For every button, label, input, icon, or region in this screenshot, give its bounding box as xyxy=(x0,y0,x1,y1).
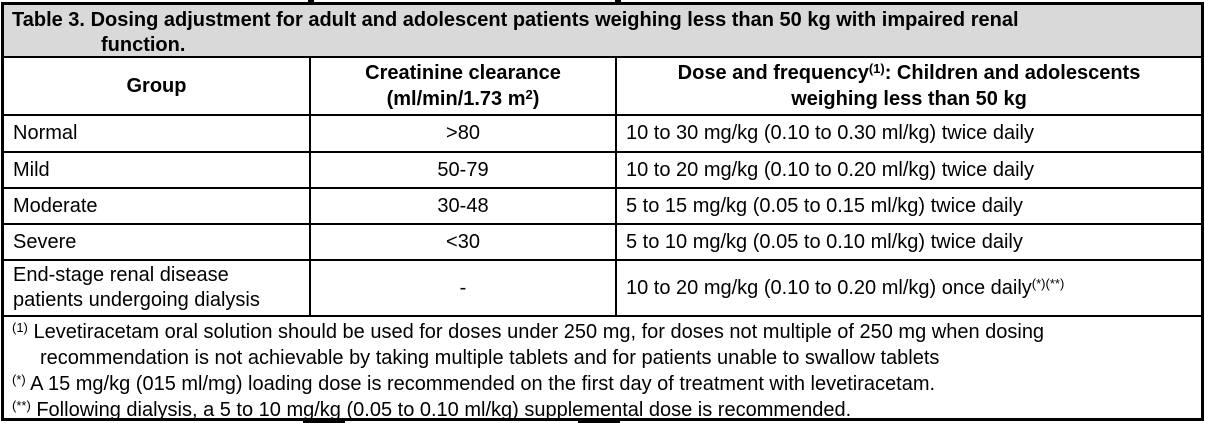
table-row-moderate: Moderate 30-48 5 to 15 mg/kg (0.05 to 0.… xyxy=(3,187,1202,225)
group-cell: End-stage renal disease patients undergo… xyxy=(3,259,311,316)
dose-cell: 5 to 10 mg/kg (0.05 to 0.10 ml/kg) twice… xyxy=(615,223,1202,261)
table-title-line1: Table 3. Dosing adjustment for adult and… xyxy=(12,8,1193,33)
table-row-mild: Mild 50-79 10 to 20 mg/kg (0.10 to 0.20 … xyxy=(3,151,1202,189)
group-cell: Mild xyxy=(3,151,311,189)
footnote-1-continuation: recommendation is not achievable by taki… xyxy=(40,347,940,369)
footnote-1: (1) Levetiracetam oral solution should b… xyxy=(12,319,1193,371)
clearance-cell: - xyxy=(309,259,617,316)
header-row: Group Creatinine clearance (ml/min/1.73 … xyxy=(3,57,1202,116)
footnote-star-marker: (*) xyxy=(12,372,26,387)
crop-artifact-top-right xyxy=(615,0,621,2)
crop-artifact-bottom-left xyxy=(303,421,345,423)
table-title: Table 3. Dosing adjustment for adult and… xyxy=(4,5,1201,58)
header-cell-group: Group xyxy=(3,57,311,116)
header-cell-dose: Dose and frequency(1): Children and adol… xyxy=(615,57,1202,116)
dose-cell: 10 to 30 mg/kg (0.10 to 0.30 ml/kg) twic… xyxy=(615,114,1202,153)
superscript-2: 2 xyxy=(525,87,533,102)
table-row-end-stage: End-stage renal disease patients undergo… xyxy=(3,259,1202,316)
footnote-double-star-marker: (**) xyxy=(12,398,31,413)
footnote-ref-stars: (*)(**) xyxy=(1031,275,1065,291)
header-cell-clearance: Creatinine clearance (ml/min/1.73 m2) xyxy=(309,57,617,116)
footnote-star: (*) A 15 mg/kg (015 ml/mg) loading dose … xyxy=(12,372,936,395)
table-row-severe: Severe <30 5 to 10 mg/kg (0.05 to 0.10 m… xyxy=(3,223,1202,261)
table-number-label: Table 3. xyxy=(12,9,85,31)
dosing-table: Group Creatinine clearance (ml/min/1.73 … xyxy=(3,57,1202,316)
dose-cell: 10 to 20 mg/kg (0.10 to 0.20 ml/kg) twic… xyxy=(615,151,1202,189)
clearance-cell: >80 xyxy=(309,114,617,153)
group-cell: Severe xyxy=(3,223,311,261)
crop-artifact-bottom-right xyxy=(578,421,620,423)
clearance-cell: 50-79 xyxy=(309,151,617,189)
clearance-cell: <30 xyxy=(309,223,617,261)
footnote-double-star: (**) Following dialysis, a 5 to 10 mg/kg… xyxy=(12,398,852,421)
footnote-1-marker: (1) xyxy=(12,320,28,335)
footnote-ref-1: (1) xyxy=(868,61,885,76)
table-title-text: Dosing adjustment for adult and adolesce… xyxy=(90,9,1019,31)
dose-cell: 5 to 15 mg/kg (0.05 to 0.15 ml/kg) twice… xyxy=(615,187,1202,225)
group-cell: Moderate xyxy=(3,187,311,225)
group-cell: Normal xyxy=(3,114,311,153)
table-row-normal: Normal >80 10 to 30 mg/kg (0.10 to 0.30 … xyxy=(3,114,1202,153)
crop-artifact-top-left xyxy=(308,0,314,2)
dose-cell: 10 to 20 mg/kg (0.10 to 0.20 ml/kg) once… xyxy=(615,259,1202,316)
table-title-line2: function. xyxy=(101,34,186,56)
clearance-cell: 30-48 xyxy=(309,187,617,225)
footnotes-section: (1) Levetiracetam oral solution should b… xyxy=(4,315,1201,423)
